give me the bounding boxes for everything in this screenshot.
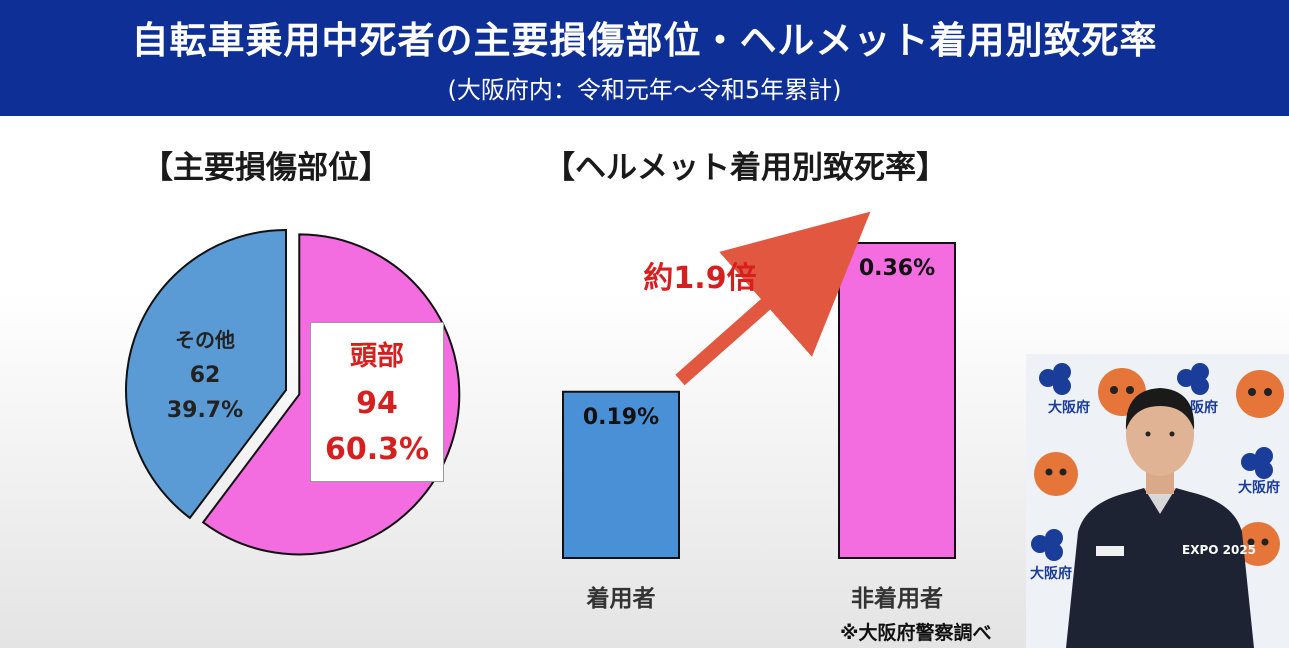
bar-category-not-wearing: 非着用者 bbox=[851, 585, 943, 612]
page-subtitle: (大阪府内：令和元年〜令和5年累計) bbox=[447, 76, 842, 104]
pie-value-other: 62 bbox=[190, 363, 221, 388]
backdrop-logo-4: 大阪府 bbox=[1030, 529, 1072, 582]
pie-label-other: その他 bbox=[175, 328, 235, 352]
mascot-icon bbox=[1236, 522, 1280, 566]
bar-value-label-not-wearing: 0.36% bbox=[859, 256, 935, 281]
increase-arrow bbox=[675, 211, 871, 386]
mascot-icon bbox=[1236, 370, 1284, 418]
pie-slice-other bbox=[125, 228, 287, 520]
presenter-figure: EXPO 2025 bbox=[1066, 388, 1256, 648]
head-label-content: 頭部 94 60.3% bbox=[325, 340, 429, 467]
backdrop-logo-text: 大阪府 bbox=[1238, 479, 1280, 496]
pie-percent-other: 39.7% bbox=[167, 398, 243, 423]
ratio-annotation: 約1.9倍 bbox=[643, 261, 756, 296]
header-banner: 自転車乗用中死者の主要損傷部位・ヘルメット着用別致死率 (大阪府内：令和元年〜令… bbox=[0, 0, 1289, 116]
mascot-icon bbox=[1034, 452, 1078, 496]
expo-badge: EXPO 2025 bbox=[1182, 543, 1256, 557]
pie-section-title: 【主要損傷部位】 bbox=[142, 150, 390, 186]
bar-wearing bbox=[562, 390, 680, 559]
pie-percent-head: 60.3% bbox=[325, 432, 429, 467]
pie-value-head: 94 bbox=[356, 386, 398, 421]
head-label-box: 頭部 94 60.3% bbox=[310, 322, 444, 482]
source-footnote: ※大阪府警察調べ bbox=[840, 622, 992, 644]
backdrop-logo-text: 大阪府 bbox=[1048, 399, 1090, 416]
bar-value-label-wearing: 0.19% bbox=[583, 405, 659, 430]
backdrop-logo-1: 大阪府 bbox=[1039, 363, 1090, 416]
presenter-video-scene: 大阪府 大阪府 大阪府 大阪府 bbox=[1026, 354, 1289, 648]
pie-label-head: 頭部 bbox=[350, 340, 404, 372]
page-title: 自転車乗用中死者の主要損傷部位・ヘルメット着用別致死率 bbox=[131, 19, 1158, 62]
bar-not-wearing bbox=[838, 242, 956, 559]
bar-category-wearing: 着用者 bbox=[587, 585, 656, 612]
backdrop-logo-text: 大阪府 bbox=[1030, 565, 1072, 582]
bar-section-title: 【ヘルメット着用別致死率】 bbox=[544, 150, 947, 186]
presenter-video: 大阪府 大阪府 大阪府 大阪府 bbox=[1026, 354, 1289, 648]
backdrop-logo-3: 大阪府 bbox=[1238, 447, 1280, 496]
